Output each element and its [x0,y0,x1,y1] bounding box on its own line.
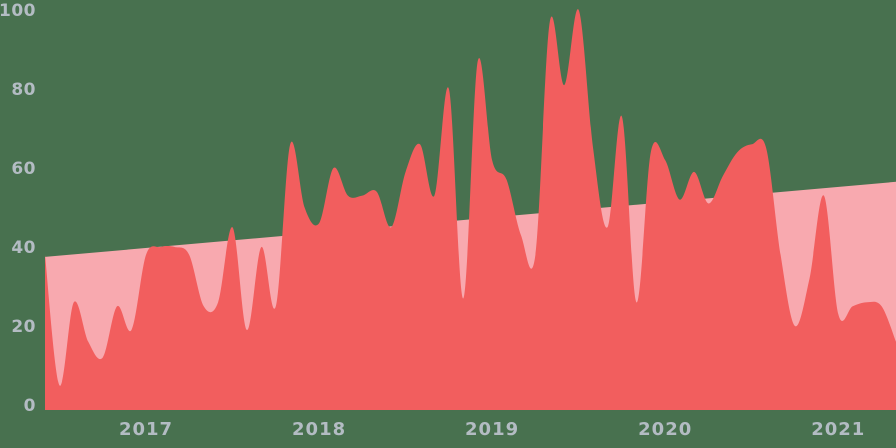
search-interest-area [45,9,896,410]
x-axis-tick-label: 2018 [292,419,346,440]
x-axis-tick-label: 2017 [119,419,173,440]
x-axis-tick-label: 2019 [465,419,519,440]
x-axis-tick-label: 2021 [811,419,865,440]
y-axis-tick-label: 60 [11,159,36,179]
x-axis-tick-label: 2020 [638,419,692,440]
y-axis-tick-label: 40 [11,238,36,258]
y-axis-tick-label: 0 [24,396,36,416]
y-axis-tick-label: 80 [11,80,36,100]
y-axis-tick-label: 20 [11,317,36,337]
y-axis-tick-label: 100 [0,1,36,21]
